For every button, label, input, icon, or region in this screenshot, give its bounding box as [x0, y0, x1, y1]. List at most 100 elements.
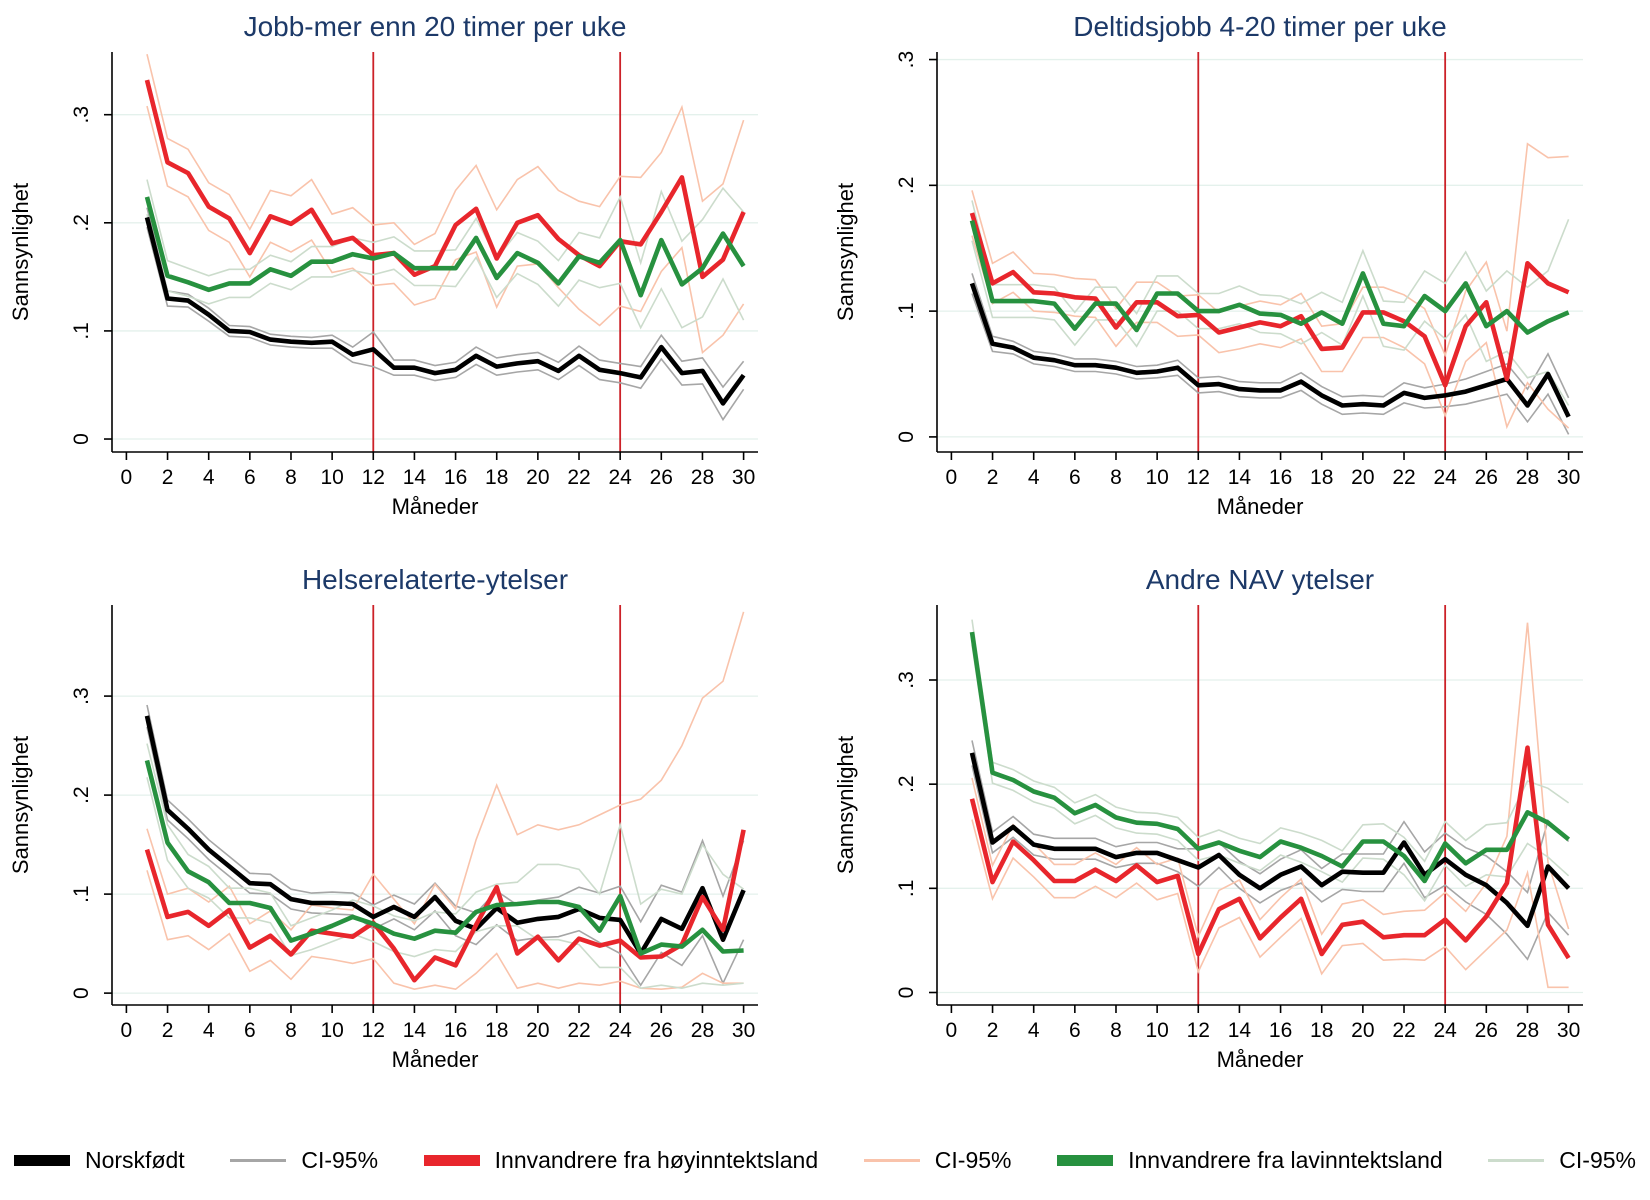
- series-line: [969, 631, 1571, 884]
- y-axis-label: Sannsynlighet: [833, 736, 858, 874]
- x-tick-label: 16: [444, 1019, 467, 1042]
- x-tick-label: 26: [650, 466, 673, 489]
- y-tick-label: .1: [70, 322, 93, 340]
- y-tick-label: .2: [70, 786, 93, 804]
- x-axis-label: Måneder: [392, 494, 479, 519]
- plot-area: 0.1.2.30 2 4 6 8 10 12 14 16 18 20 22 24 26 28 30: [895, 605, 1583, 1042]
- legend: Norskfødt CI-95% Innvandrere fra høyinnt…: [0, 1128, 1650, 1192]
- x-tick-label: 4: [1028, 466, 1040, 489]
- series-line: [969, 752, 1571, 929]
- x-tick-label: 8: [1110, 466, 1122, 489]
- x-tick-label: 30: [1557, 1019, 1580, 1042]
- x-tick-label: 14: [1228, 1019, 1252, 1042]
- panel-andre-nav-ytelser: 0.1.2.3 0 2 4 6 8 10 12 14 16 18 20 22 24 26 28 30 Andre…: [825, 553, 1650, 1088]
- legend-label: Innvandrere fra lavinntektsland: [1128, 1146, 1443, 1173]
- legend-label: CI-95%: [934, 1146, 1012, 1173]
- y-axis-label: Sannsynlighet: [833, 183, 858, 321]
- ci-upper-line: [971, 740, 1570, 895]
- ci-upper-line: [971, 273, 1570, 399]
- x-tick-label: 12: [362, 1019, 385, 1042]
- ci-lower-line: [146, 213, 745, 330]
- panel-jobb-mer-enn-20-timer: 0.1.2.3 0 2 4 6 8 10 12 14 16 18 20 22 24 26 28 30 Jobb-…: [0, 0, 825, 535]
- x-tick-label: 0: [946, 466, 958, 489]
- x-tick-label: 24: [1433, 1019, 1457, 1042]
- ci-lower-line: [146, 726, 745, 987]
- y-tick-label: 0: [895, 987, 918, 999]
- x-tick-label: 10: [320, 466, 343, 489]
- x-tick-label: 12: [362, 466, 385, 489]
- x-tick-label: 20: [1351, 466, 1374, 489]
- y-tick-label: .3: [895, 671, 918, 689]
- x-tick-label: 14: [1228, 466, 1252, 489]
- x-tick-label: 8: [285, 466, 297, 489]
- legend-item-ci-hoyinntektsland: CI-95%: [863, 1146, 1012, 1174]
- x-tick-label: 28: [691, 1019, 714, 1042]
- x-tick-label: 26: [650, 1019, 673, 1042]
- x-tick-label: 10: [320, 1019, 343, 1042]
- chart-jobb-mer-enn-20-timer: 0.1.2.30 2 4 6 8 10 12 14 16 18 20 22 24 26 28 30 Jobb-…: [8, 11, 758, 519]
- series-line: [969, 220, 1570, 335]
- ci-lower-line: [971, 235, 1570, 430]
- x-tick-label: 12: [1187, 466, 1210, 489]
- y-tick-label: .2: [895, 775, 918, 793]
- x-tick-label: 2: [987, 1019, 999, 1042]
- ci-lower-line: [146, 105, 745, 354]
- y-tick-label: .3: [70, 106, 93, 124]
- x-tick-label: 14: [403, 1019, 427, 1042]
- norskfodt-line-swatch-icon: [14, 1154, 70, 1166]
- legend-item-ci-lavinntektsland: CI-95%: [1488, 1147, 1636, 1174]
- x-tick-label: 18: [485, 466, 508, 489]
- y-tick-label: .3: [895, 51, 918, 69]
- y-tick-label: .2: [895, 177, 918, 195]
- x-tick-label: 24: [608, 466, 632, 489]
- y-tick-label: .2: [70, 214, 93, 232]
- x-tick-label: 20: [526, 1019, 549, 1042]
- x-tick-label: 6: [244, 466, 256, 489]
- x-axis-label: Måneder: [1217, 1047, 1304, 1072]
- x-tick-label: 22: [1392, 1019, 1415, 1042]
- x-tick-label: 30: [1557, 466, 1580, 489]
- x-axis-label: Måneder: [1217, 494, 1304, 519]
- ci-peach-line-swatch-icon: [863, 1158, 920, 1162]
- x-tick-label: 16: [444, 466, 467, 489]
- series-line: [144, 759, 744, 956]
- legend-label: CI-95%: [1559, 1146, 1636, 1173]
- plot-area: 0.1.2.30 2 4 6 8 10 12 14 16 18 20 22 24 26 28 30: [70, 605, 758, 1042]
- ci-upper-line: [146, 207, 745, 389]
- x-tick-label: 28: [691, 466, 714, 489]
- y-axis-label: Sannsynlighet: [8, 183, 33, 321]
- x-tick-label: 2: [162, 466, 174, 489]
- series-line: [144, 216, 746, 406]
- y-tick-label: 0: [895, 431, 918, 443]
- legend-item-norskfodt: Norskfødt: [14, 1147, 185, 1174]
- y-tick-label: 0: [70, 433, 93, 445]
- x-tick-label: 30: [732, 466, 755, 489]
- chart-deltidsjobb: 0.1.2.30 2 4 6 8 10 12 14 16 18 20 22 24 26 28 30 Delti…: [833, 11, 1583, 519]
- y-tick-label: .1: [895, 302, 918, 320]
- x-tick-label: 20: [526, 466, 549, 489]
- legend-item-hoyinntektsland: Innvandrere fra høyinntektsland: [423, 1147, 818, 1174]
- panel-deltidsjobb: 0.1.2.3 0 2 4 6 8 10 12 14 16 18 20 22 24 26 28 30 Delti…: [825, 0, 1650, 535]
- x-tick-label: 6: [1069, 466, 1081, 489]
- x-tick-label: 4: [1028, 1019, 1040, 1042]
- panel-title: Helserelaterte-ytelser: [302, 564, 568, 595]
- hoyinntektsland-line-swatch-icon: [423, 1154, 480, 1166]
- x-tick-label: 2: [987, 466, 999, 489]
- legend-label: Norskfødt: [85, 1146, 185, 1173]
- ci-upper-line: [146, 743, 745, 927]
- x-tick-label: 6: [244, 1019, 256, 1042]
- x-tick-label: 6: [1069, 1019, 1081, 1042]
- x-tick-label: 22: [567, 466, 590, 489]
- panel-title: Andre NAV ytelser: [1146, 564, 1374, 595]
- series-line: [969, 745, 1571, 960]
- legend-item-ci-norskfodt: CI-95%: [230, 1147, 378, 1174]
- x-tick-label: 12: [1187, 1019, 1210, 1042]
- x-tick-label: 4: [203, 1019, 215, 1042]
- series-line: [144, 79, 746, 280]
- x-tick-label: 2: [162, 1019, 174, 1042]
- series-line: [144, 196, 746, 298]
- y-tick-label: .1: [70, 885, 93, 903]
- panel-title: Deltidsjobb 4-20 timer per uke: [1073, 11, 1447, 42]
- y-tick-label: 0: [70, 987, 93, 999]
